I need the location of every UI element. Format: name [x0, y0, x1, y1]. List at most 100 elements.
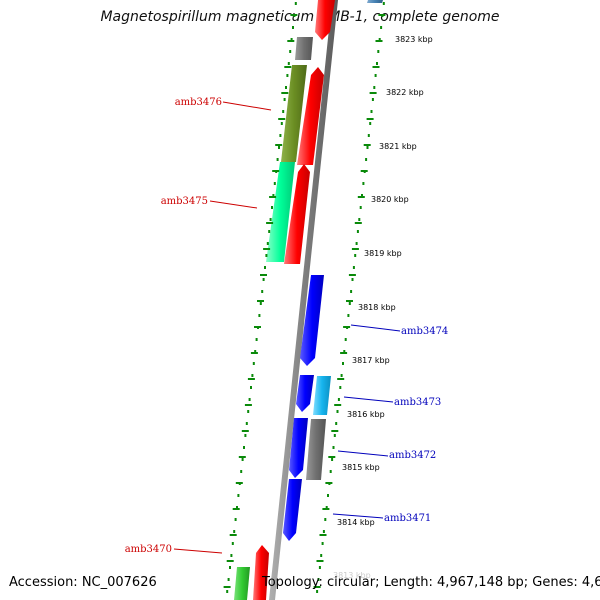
outer-track-dot	[359, 206, 362, 209]
gene-label-amb3471[interactable]: amb3471	[384, 513, 431, 524]
inner-track-tick	[281, 92, 289, 94]
inner-track-dot	[283, 98, 286, 101]
outer-track-tick	[378, 14, 386, 16]
inner-track-dot	[234, 518, 237, 521]
outer-track-tick	[351, 248, 359, 250]
outer-track-tick	[360, 170, 368, 172]
gene-gray-3472	[306, 419, 326, 480]
outer-track-dot	[373, 86, 376, 89]
outer-track-tick	[313, 586, 321, 588]
inner-track-dot	[268, 230, 271, 233]
genome-summary-text: Topology: circular; Length: 4,967,148 bp…	[262, 575, 600, 590]
outer-track-dot	[369, 122, 372, 125]
inner-track-tick	[272, 170, 280, 172]
outer-track-dot	[370, 110, 373, 113]
inner-track-tick	[269, 196, 277, 198]
outer-track-dot	[322, 530, 325, 533]
scale-tracks	[223, 2, 386, 593]
gene-blue-small	[296, 375, 314, 412]
inner-track-tick	[244, 404, 252, 406]
outer-track-tick	[363, 144, 371, 146]
inner-track-dot	[259, 302, 262, 305]
outer-track-dot	[352, 266, 355, 269]
outer-track-dot	[362, 182, 365, 185]
scale-label: 3819 kbp	[364, 249, 402, 258]
inner-track-dot	[279, 134, 282, 137]
scale-label: 3818 kbp	[358, 303, 396, 312]
inner-track-dot	[230, 554, 233, 557]
inner-track-tick	[229, 534, 237, 536]
inner-track-tick	[260, 274, 267, 276]
genome-backbone	[269, 0, 338, 600]
gene-red-upper	[297, 67, 324, 165]
inner-track-tick	[254, 326, 261, 328]
leader-line	[332, 513, 384, 519]
inner-track-dot	[292, 26, 294, 29]
outer-track-dot	[336, 410, 339, 413]
gene-label-amb3472[interactable]: amb3472	[389, 450, 436, 461]
inner-track-dot	[282, 110, 285, 113]
inner-track-dot	[294, 2, 297, 5]
outer-track-tick	[316, 560, 324, 562]
outer-track-tick	[322, 508, 330, 510]
gene-label-amb3475[interactable]: amb3475	[161, 196, 208, 207]
outer-track-dot	[335, 422, 338, 425]
inner-track-tick	[232, 508, 240, 510]
inner-track-dot	[251, 374, 254, 377]
inner-track-dot	[229, 566, 231, 569]
inner-track-dot	[265, 254, 268, 257]
outer-track-dot	[355, 242, 358, 245]
outer-track-dot	[327, 494, 329, 497]
outer-track-dot	[339, 386, 342, 389]
inner-track-dot	[247, 410, 250, 413]
outer-track-tick	[340, 352, 348, 354]
outer-track-tick	[348, 274, 356, 276]
inner-track-dot	[280, 122, 283, 125]
outer-track-tick	[372, 66, 380, 68]
outer-track-dot	[371, 98, 374, 101]
outer-track-dot	[324, 518, 327, 521]
outer-track-tick	[328, 456, 336, 458]
inner-track-dot	[286, 74, 289, 77]
scale-labels: 3823 kbp 3822 kbp 3821 kbp 3820 kbp 3819…	[333, 35, 433, 580]
outer-track-dot	[354, 254, 357, 257]
inner-track-tick	[223, 586, 231, 588]
leader-line	[337, 450, 389, 457]
leader-line	[222, 101, 272, 111]
inner-track-dot	[264, 266, 266, 269]
inner-track-dot	[289, 50, 292, 53]
gene-label-amb3470[interactable]: amb3470	[125, 544, 172, 555]
outer-track-dot	[351, 278, 354, 281]
inner-track-tick	[235, 482, 243, 484]
gene-label-amb3473[interactable]: amb3473	[394, 397, 441, 408]
outer-track-dot	[342, 362, 344, 365]
leader-line	[350, 324, 401, 332]
gene-blue-3474	[300, 275, 324, 366]
outer-track-dot	[374, 74, 377, 77]
outer-track-dot	[348, 302, 351, 305]
scale-label: 3820 kbp	[371, 195, 409, 204]
inner-track-dot	[254, 350, 257, 353]
outer-track-tick	[334, 404, 342, 406]
inner-track-dot	[287, 62, 290, 65]
inner-track-dot	[276, 158, 279, 161]
inner-track-dot	[244, 434, 247, 437]
outer-track-tick	[319, 534, 327, 536]
outer-track-tick	[325, 482, 333, 484]
inner-track-tick	[263, 248, 271, 250]
outer-track-dot	[347, 314, 350, 317]
accession-text: Accession: NC_007626	[9, 575, 157, 590]
outer-track-dot	[316, 590, 319, 593]
outer-track-dot	[340, 374, 343, 377]
gene-spring-green	[266, 162, 295, 262]
inner-track-tick	[241, 430, 249, 432]
inner-track-dot	[271, 206, 273, 209]
inner-track-dot	[278, 146, 280, 149]
gene-label-amb3476[interactable]: amb3476	[175, 97, 222, 108]
inner-track-dot	[290, 38, 293, 41]
leader-line	[209, 200, 258, 209]
gene-blue-3471	[283, 479, 302, 541]
inner-track-dot	[258, 314, 261, 317]
gene-label-amb3474[interactable]: amb3474	[401, 326, 448, 337]
